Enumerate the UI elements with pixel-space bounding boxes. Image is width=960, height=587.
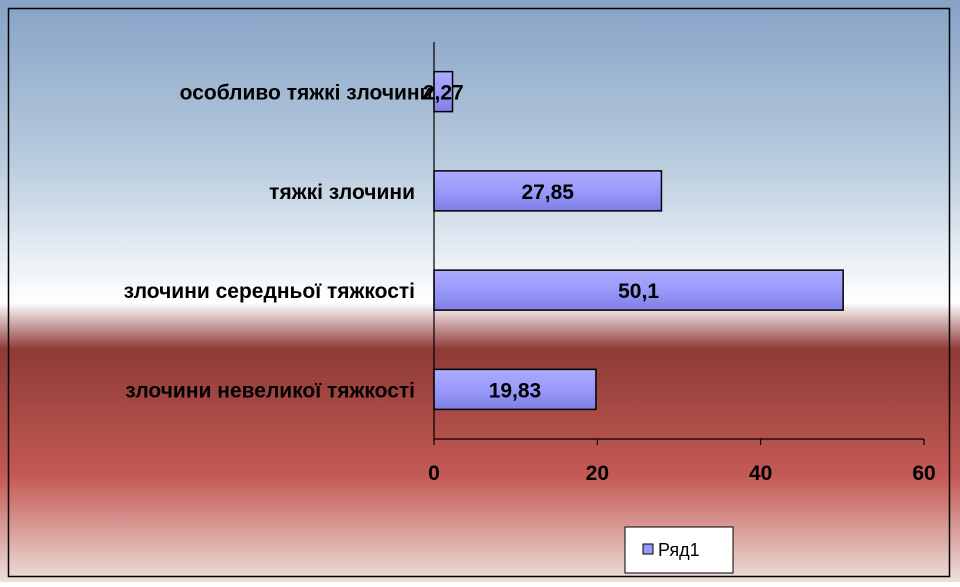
data-label-1: 2,27 bbox=[423, 82, 464, 105]
x-tick-label-0: 0 bbox=[428, 462, 440, 485]
data-label-3: 50,1 bbox=[618, 280, 659, 303]
x-tick-label-60: 60 bbox=[912, 462, 935, 485]
legend-label: Ряд1 bbox=[658, 540, 700, 560]
x-tick-label-20: 20 bbox=[586, 462, 609, 485]
category-label-2: тяжкі злочини bbox=[269, 181, 415, 204]
category-label-1: особливо тяжкі злочини bbox=[180, 82, 433, 105]
legend-swatch bbox=[642, 543, 654, 555]
axis-layer: 0 20 40 60 bbox=[428, 42, 936, 485]
data-label-2: 27,85 bbox=[521, 181, 574, 204]
data-label-4: 19,83 bbox=[489, 379, 542, 402]
category-label-4: злочини невеликої тяжкості bbox=[125, 379, 415, 402]
bar-4 bbox=[433, 368, 597, 411]
chart-frame bbox=[7, 7, 951, 578]
x-tick-label-40: 40 bbox=[749, 462, 772, 485]
legend: Ряд1 bbox=[624, 526, 734, 574]
category-label-3: злочини середньої тяжкості bbox=[124, 280, 415, 303]
